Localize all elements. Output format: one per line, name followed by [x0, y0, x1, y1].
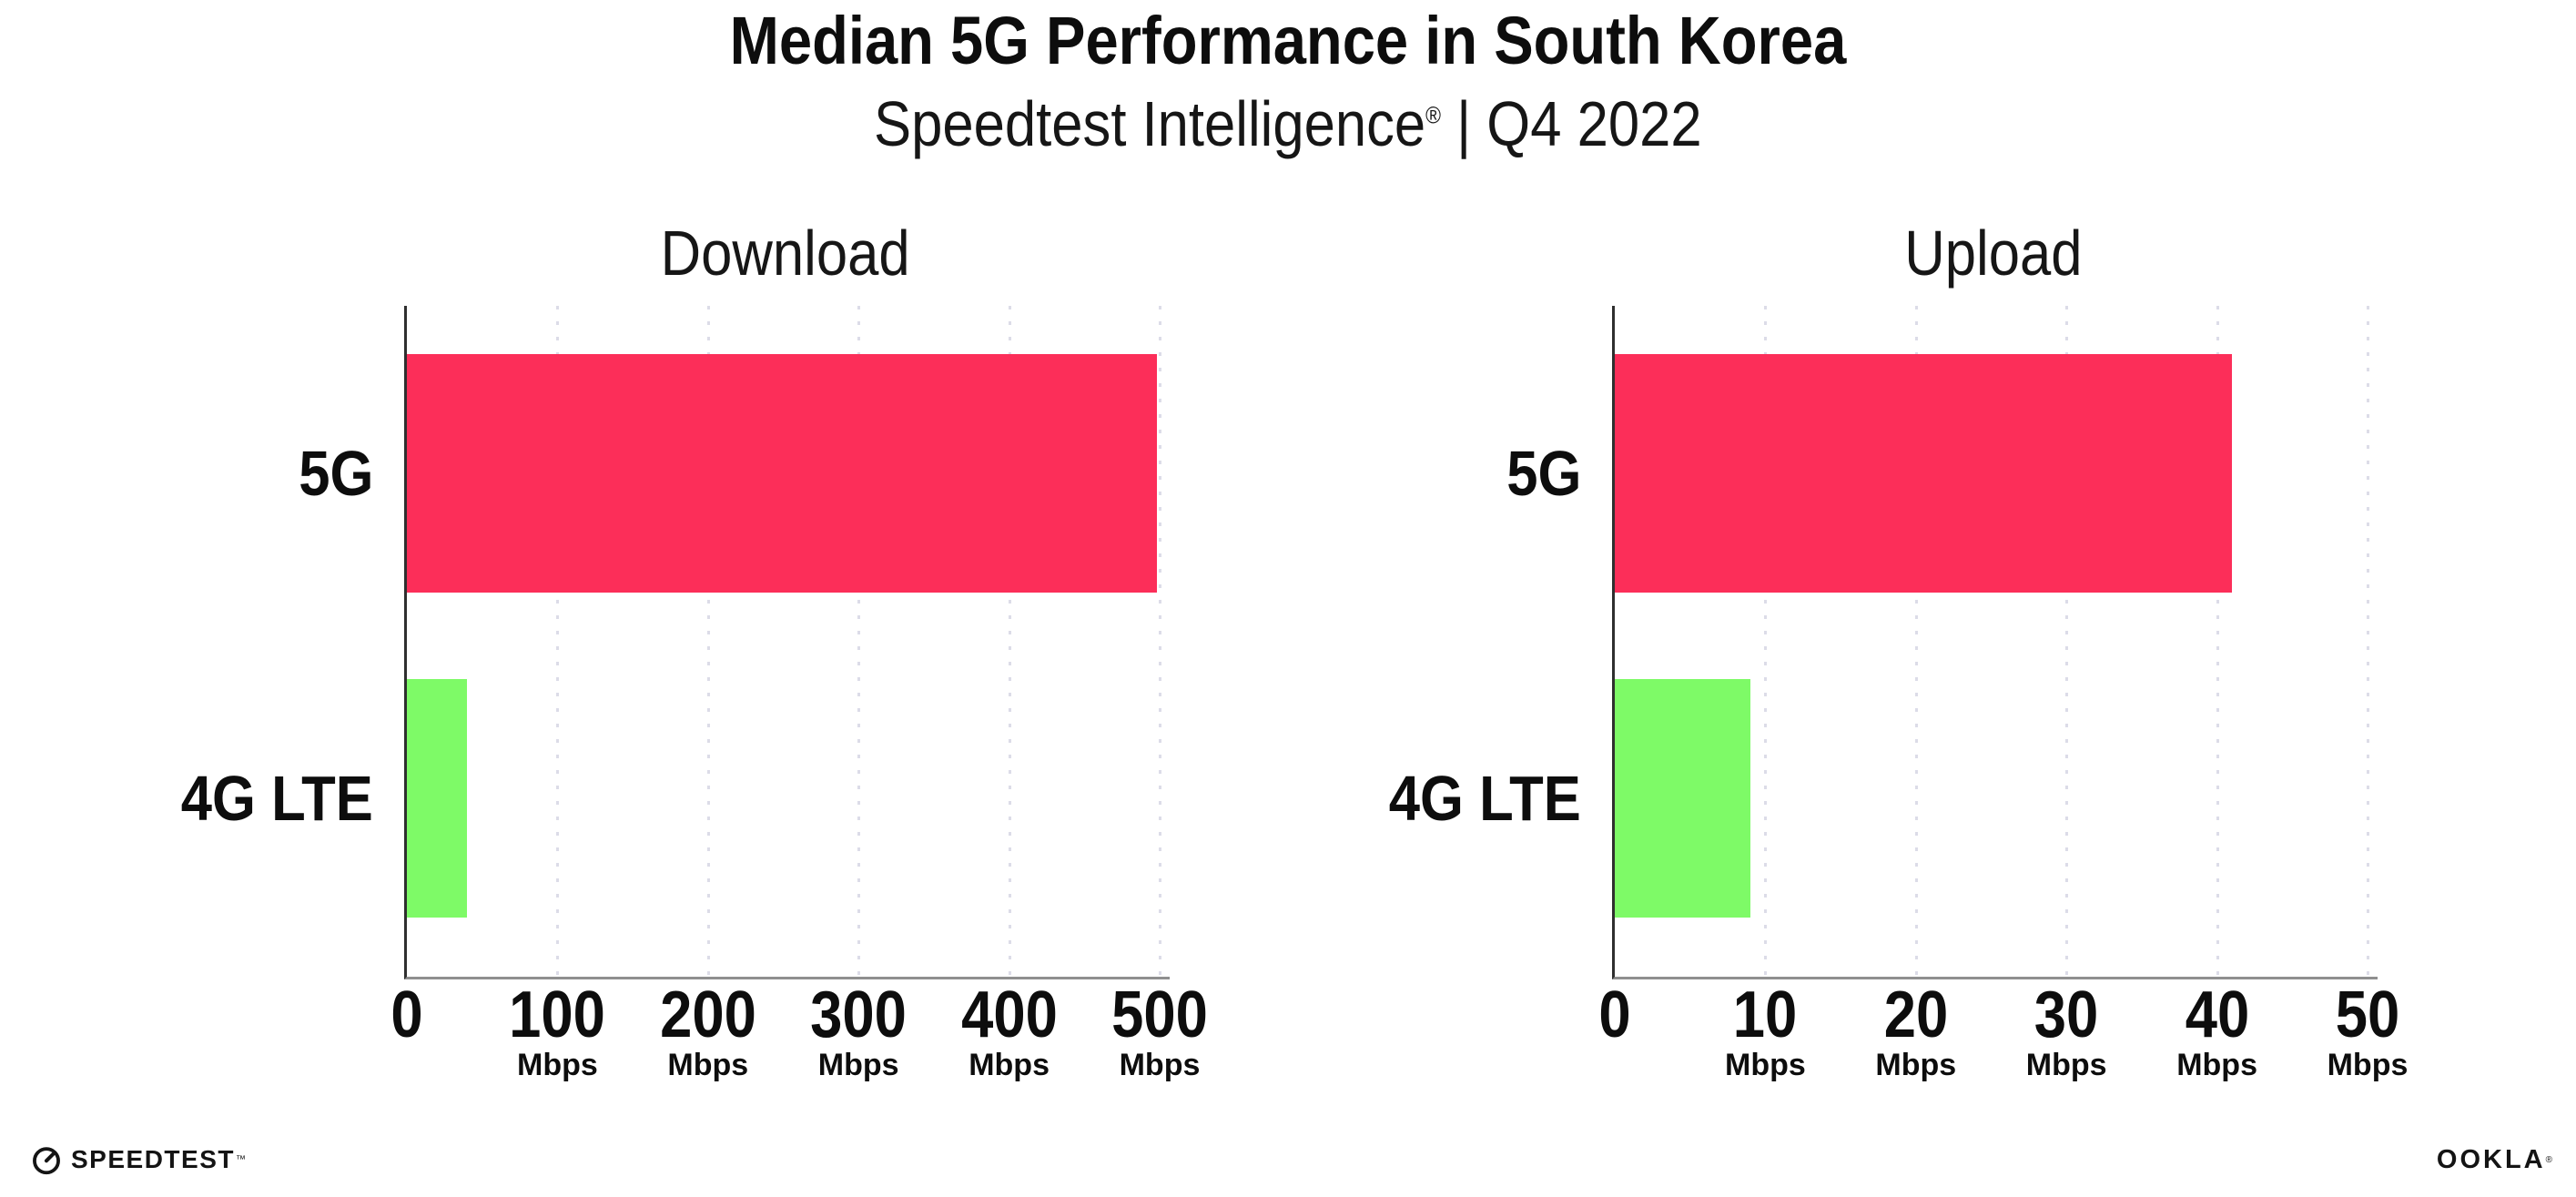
speedtest-wordmark: SPEEDTEST [71, 1145, 235, 1173]
speedtest-trademark: ™ [235, 1154, 246, 1165]
x-tick-unit: Mbps [1119, 1048, 1201, 1082]
bar-4g-lte [1615, 679, 1750, 918]
category-label-4g-lte: 4G LTE [180, 763, 373, 834]
x-tick-value: 100 [509, 979, 606, 1051]
gridline-50 [2367, 306, 2369, 977]
gridline-100 [556, 306, 560, 977]
bar-5g [1615, 354, 2233, 593]
x-tick-unit: Mbps [2025, 1048, 2107, 1082]
page-subtitle: Speedtest Intelligence® | Q4 2022 [0, 88, 2576, 159]
x-tick-unit: Mbps [1725, 1048, 1806, 1082]
page-title-text: Median 5G Performance in South Korea [729, 3, 1847, 78]
gridline-20 [1914, 306, 1918, 977]
x-tick-unit: Mbps [2176, 1048, 2257, 1082]
speedtest-gauge-icon [33, 1147, 60, 1175]
download-plot-area: 0 100 Mbps 200 Mbps 300 Mbps 400 Mbps 500 Mbps [390, 306, 1208, 1080]
upload-plot-area: 0 10 Mbps 20 Mbps 30 Mbps 40 Mbps 50 Mbps [1598, 306, 2408, 1080]
bar-5g [407, 354, 1157, 593]
download-chart-title: Download [661, 218, 910, 289]
subtitle-brand: Speedtest Intelligence [874, 88, 1426, 159]
x-tick-unit: Mbps [1875, 1048, 1957, 1082]
registered-mark: ® [1425, 101, 1442, 129]
gridline-40 [2216, 306, 2219, 977]
bar-4g-lte [407, 679, 468, 918]
speedtest-logo: SPEEDTEST ™ [29, 1140, 246, 1180]
category-label-4g-lte: 4G LTE [1388, 763, 1581, 834]
x-tick-unit: Mbps [817, 1048, 899, 1082]
x-tick-value: 0 [1598, 979, 1631, 1051]
x-tick-unit: Mbps [667, 1048, 749, 1082]
x-tick-unit: Mbps [2327, 1048, 2409, 1082]
x-tick-value: 10 [1733, 979, 1798, 1051]
gridline-400 [1008, 306, 1011, 977]
x-tick-value: 20 [1883, 979, 1949, 1051]
x-tick-value: 0 [390, 979, 423, 1051]
upload-chart-title: Upload [1904, 218, 2083, 289]
ookla-registered-mark: ® [2545, 1154, 2552, 1165]
category-label-5g: 5G [298, 438, 373, 509]
gridline-30 [2065, 306, 2069, 977]
gridline-200 [706, 306, 710, 977]
x-tick-value: 30 [2033, 979, 2099, 1051]
gridline-500 [1159, 306, 1161, 977]
ookla-wordmark: OOKLA [2436, 1144, 2546, 1174]
x-tick-value: 40 [2185, 979, 2249, 1051]
page-title: Median 5G Performance in South Korea [0, 5, 2576, 76]
x-tick-unit: Mbps [517, 1048, 598, 1082]
subtitle-period: | Q4 2022 [1441, 88, 1702, 159]
category-label-5g: 5G [1506, 438, 1581, 509]
gridline-10 [1764, 306, 1768, 977]
x-tick-unit: Mbps [969, 1048, 1050, 1082]
x-tick-value: 500 [1111, 979, 1208, 1051]
x-tick-value: 50 [2335, 979, 2400, 1051]
ookla-logo: OOKLA ® [2437, 1140, 2552, 1180]
x-tick-value: 300 [810, 979, 908, 1051]
x-tick-value: 400 [960, 979, 1058, 1051]
x-tick-value: 200 [659, 979, 756, 1051]
gridline-300 [857, 306, 861, 977]
